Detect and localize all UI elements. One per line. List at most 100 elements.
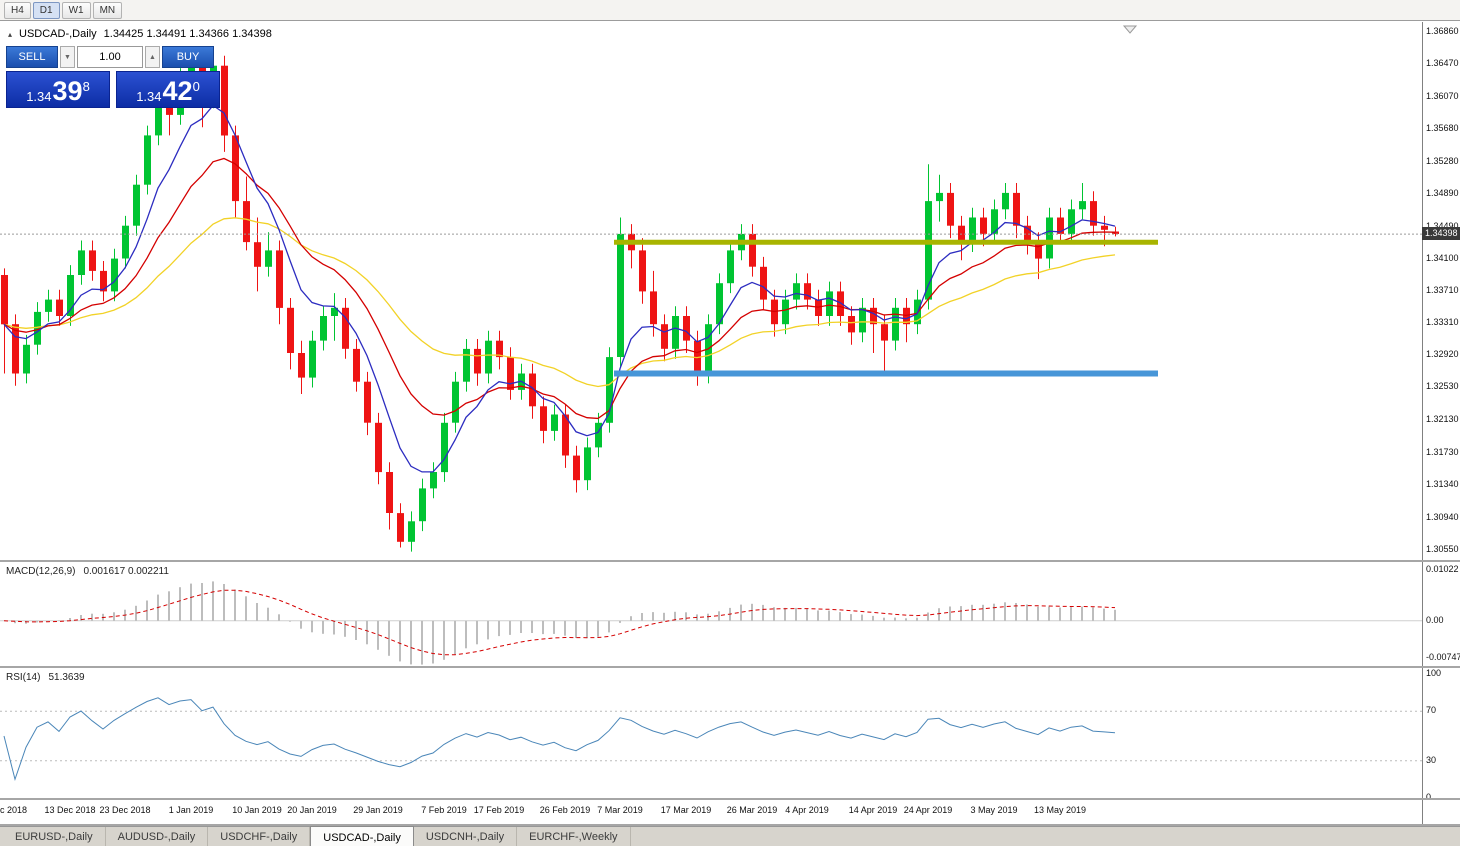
chart-shift-marker[interactable] bbox=[1122, 25, 1138, 34]
date-axis-label: 24 Apr 2019 bbox=[903, 805, 953, 815]
price-axis-label: 1.36470 bbox=[1426, 58, 1459, 69]
sell-button[interactable]: SELL bbox=[6, 46, 58, 68]
price-axis-label: 1.34100 bbox=[1426, 252, 1459, 263]
rsi-line bbox=[3, 697, 1116, 782]
price-axis-label: 1.32530 bbox=[1426, 381, 1459, 392]
current-price-badge: 1.34398 bbox=[1422, 227, 1460, 241]
volume-increase-button[interactable]: ▲ bbox=[145, 46, 160, 68]
rsi-label-line: RSI(14) 51.3639 bbox=[6, 672, 85, 683]
pane-divider[interactable] bbox=[0, 798, 1460, 800]
rsi-axis-label: 100 bbox=[1426, 668, 1442, 678]
buy-button[interactable]: BUY bbox=[162, 46, 214, 68]
rsi-axis-label: 30 bbox=[1426, 754, 1437, 765]
buy-price-pips: 42 bbox=[162, 76, 193, 106]
chart-title-line: ▴ USDCAD-,Daily 1.34425 1.34491 1.34366 … bbox=[8, 28, 272, 40]
price-chart-pane[interactable]: ▴ USDCAD-,Daily 1.34425 1.34491 1.34366 … bbox=[0, 22, 1422, 560]
chart-symbol-title: USDCAD-,Daily bbox=[19, 28, 97, 40]
price-axis-label: 1.32920 bbox=[1426, 349, 1459, 360]
timeframe-button-mn[interactable]: MN bbox=[92, 1, 123, 19]
date-axis-label: 26 Mar 2019 bbox=[726, 805, 778, 815]
date-axis-label: 14 Apr 2019 bbox=[848, 805, 898, 815]
trade-controls-row: SELL ▼ ▲ BUY bbox=[6, 46, 226, 68]
date-axis-label: 4 Dec 2018 bbox=[0, 805, 28, 815]
chart-tab-eurusd-daily[interactable]: EURUSD-,Daily bbox=[3, 827, 106, 846]
pane-divider[interactable] bbox=[0, 560, 1460, 562]
trade-prices-row: 1.34 39 8 1.34 42 0 bbox=[6, 71, 226, 108]
timeframe-buttons: H4 D1 W1 MN bbox=[4, 1, 123, 19]
date-axis-label: 17 Feb 2019 bbox=[473, 805, 525, 815]
macd-values: 0.001617 0.002211 bbox=[83, 566, 169, 577]
pane-divider[interactable] bbox=[0, 666, 1460, 668]
chart-tab-usdcnh-daily[interactable]: USDCNH-,Daily bbox=[414, 827, 518, 846]
macd-axis-label: 0.00 bbox=[1426, 614, 1444, 625]
price-axis-label: 1.33310 bbox=[1426, 317, 1459, 328]
date-axis-label: 7 Mar 2019 bbox=[597, 805, 643, 815]
macd-label: MACD(12,26,9) bbox=[6, 566, 76, 577]
timeframe-button-w1[interactable]: W1 bbox=[61, 1, 91, 19]
date-axis-label: 3 May 2019 bbox=[970, 805, 1018, 815]
rsi-value: 51.3639 bbox=[48, 672, 85, 683]
price-axis-label: 1.34490 bbox=[1426, 220, 1459, 231]
date-axis-label: 7 Feb 2019 bbox=[421, 805, 467, 815]
date-axis-label: 26 Feb 2019 bbox=[539, 805, 591, 815]
top-toolbar: H4 D1 W1 MN bbox=[0, 0, 1460, 21]
chart-tab-eurchf-weekly[interactable]: EURCHF-,Weekly bbox=[517, 827, 631, 846]
price-axis-label: 1.30550 bbox=[1426, 544, 1459, 554]
sell-price-display[interactable]: 1.34 39 8 bbox=[6, 71, 110, 108]
price-axis-label: 1.31730 bbox=[1426, 447, 1459, 458]
volume-decrease-button[interactable]: ▼ bbox=[60, 46, 75, 68]
collapse-arrow-icon[interactable]: ▴ bbox=[8, 29, 13, 39]
macd-indicator-pane[interactable]: MACD(12,26,9) 0.001617 0.002211 bbox=[0, 562, 1422, 666]
price-axis-label: 1.36070 bbox=[1426, 90, 1459, 101]
macd-label-line: MACD(12,26,9) 0.001617 0.002211 bbox=[6, 566, 169, 577]
price-axis-label: 1.35680 bbox=[1426, 122, 1459, 133]
timeframe-button-d1[interactable]: D1 bbox=[32, 1, 60, 19]
ma-red-line bbox=[3, 157, 1116, 420]
date-axis-label: 4 Apr 2019 bbox=[785, 805, 829, 815]
macd-canvas[interactable] bbox=[0, 562, 1422, 666]
volume-input[interactable] bbox=[77, 46, 143, 68]
rsi-axis-label: 0 bbox=[1426, 792, 1432, 802]
rsi-axis-label: 70 bbox=[1426, 705, 1437, 716]
date-axis-label: 17 Mar 2019 bbox=[660, 805, 712, 815]
macd-signal-line bbox=[3, 589, 1116, 656]
buy-price-prefix: 1.34 bbox=[136, 89, 162, 104]
price-axis-label: 1.36860 bbox=[1426, 26, 1459, 36]
chart-tab-bar: EURUSD-,Daily AUDUSD-,Daily USDCHF-,Daily U… bbox=[0, 826, 1460, 846]
chart-tab-audusd-daily[interactable]: AUDUSD-,Daily bbox=[106, 827, 209, 846]
buy-price-point: 0 bbox=[192, 79, 200, 94]
macd-axis-label: 0.01022 bbox=[1426, 564, 1459, 574]
date-axis-label: 10 Jan 2019 bbox=[232, 805, 282, 815]
rsi-canvas[interactable] bbox=[0, 668, 1422, 798]
macd-axis-label: -0.00747 bbox=[1426, 652, 1460, 662]
price-axis-label: 1.31340 bbox=[1426, 479, 1459, 490]
date-axis-label: 29 Jan 2019 bbox=[353, 805, 403, 815]
macd-histogram bbox=[14, 581, 1116, 665]
date-axis-label: 23 Dec 2018 bbox=[99, 805, 151, 815]
date-axis-label: 1 Jan 2019 bbox=[168, 805, 214, 815]
sell-price-prefix: 1.34 bbox=[26, 89, 52, 104]
timeframe-button-h4[interactable]: H4 bbox=[4, 1, 31, 19]
sell-price-point: 8 bbox=[82, 79, 90, 94]
rsi-label: RSI(14) bbox=[6, 672, 41, 683]
date-axis-label: 13 May 2019 bbox=[1033, 805, 1087, 815]
price-axis-label: 1.34890 bbox=[1426, 187, 1459, 198]
chart-tab-usdchf-daily[interactable]: USDCHF-,Daily bbox=[208, 827, 311, 846]
ma-yellow-line bbox=[3, 217, 1116, 388]
price-axis-label: 1.35280 bbox=[1426, 155, 1459, 166]
date-axis-label: 13 Dec 2018 bbox=[44, 805, 96, 815]
buy-price-display[interactable]: 1.34 42 0 bbox=[116, 71, 220, 108]
rsi-indicator-pane[interactable]: RSI(14) 51.3639 bbox=[0, 668, 1422, 798]
date-axis-label: 20 Jan 2019 bbox=[287, 805, 337, 815]
ma-blue-line bbox=[3, 104, 1116, 473]
sell-price-pips: 39 bbox=[52, 76, 83, 106]
chart-tab-usdcad-daily[interactable]: USDCAD-,Daily bbox=[310, 826, 414, 846]
price-axis-label: 1.30940 bbox=[1426, 511, 1459, 522]
price-axis-label: 1.32130 bbox=[1426, 414, 1459, 425]
price-axis-label: 1.33710 bbox=[1426, 284, 1459, 295]
pane-divider bbox=[0, 824, 1460, 826]
right-axis-column: 1.36860 1.36470 1.36070 1.35680 1.35280 1.348… bbox=[1422, 22, 1460, 824]
ohlc-values: 1.34425 1.34491 1.34366 1.34398 bbox=[103, 28, 272, 40]
